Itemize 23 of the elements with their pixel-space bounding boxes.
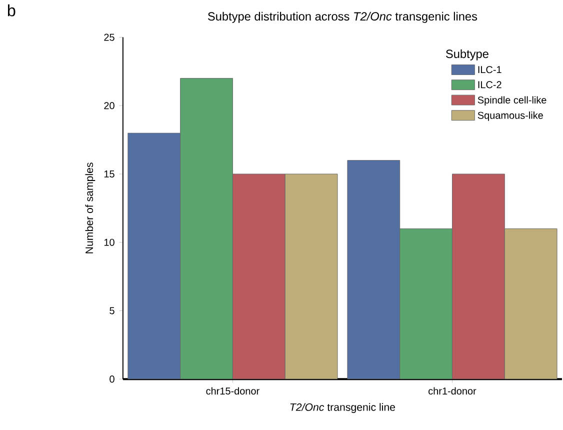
chart-title: Subtype distribution across T2/Onc transgenic lines (208, 12, 478, 23)
bar (128, 132, 181, 379)
legend-label: Squamous-like (478, 111, 543, 121)
y-tick-label: 20 (104, 102, 114, 110)
bar (180, 78, 233, 379)
bar (284, 174, 338, 379)
y-tick-label: 15 (104, 170, 114, 178)
x-tick-label: chr15-donor (206, 387, 260, 394)
legend-label: Spindle cell-like (478, 96, 546, 106)
y-tick-label: 10 (104, 238, 114, 246)
bar (400, 228, 452, 379)
legend-label: ILC-2 (478, 80, 502, 88)
y-tick-label: 0 (110, 375, 114, 382)
bar (504, 228, 558, 379)
bar (347, 160, 400, 379)
legend-title: Subtype (446, 49, 488, 60)
y-tick-label: 5 (110, 307, 114, 314)
x-tick-label: chr1-donor (428, 387, 476, 394)
text: b (8, 4, 16, 16)
x-axis-title: T2/Onc transgenic line (290, 402, 396, 413)
y-axis-title: Number of samples (85, 162, 96, 254)
legend-label: ILC-1 (478, 66, 502, 73)
y-tick-label: 25 (104, 34, 114, 41)
